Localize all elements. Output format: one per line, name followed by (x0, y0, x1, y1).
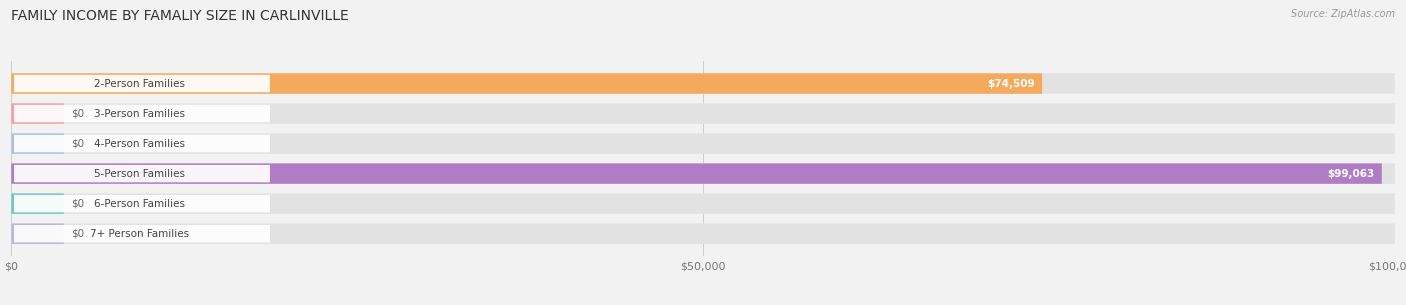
FancyBboxPatch shape (14, 225, 270, 242)
Text: $0: $0 (70, 229, 84, 239)
FancyBboxPatch shape (14, 105, 270, 122)
FancyBboxPatch shape (11, 224, 1395, 244)
FancyBboxPatch shape (11, 133, 1395, 154)
Text: $0: $0 (70, 138, 84, 149)
FancyBboxPatch shape (11, 103, 1395, 124)
FancyBboxPatch shape (14, 135, 270, 152)
Text: $74,509: $74,509 (987, 78, 1035, 88)
Text: Source: ZipAtlas.com: Source: ZipAtlas.com (1291, 9, 1395, 19)
FancyBboxPatch shape (11, 133, 63, 154)
Text: 6-Person Families: 6-Person Families (94, 199, 184, 209)
Text: 3-Person Families: 3-Person Families (94, 109, 184, 119)
Text: 5-Person Families: 5-Person Families (94, 169, 184, 179)
Text: 2-Person Families: 2-Person Families (94, 78, 184, 88)
FancyBboxPatch shape (11, 193, 1395, 214)
Text: 4-Person Families: 4-Person Families (94, 138, 184, 149)
Text: $0: $0 (70, 199, 84, 209)
FancyBboxPatch shape (14, 165, 270, 182)
FancyBboxPatch shape (11, 163, 1382, 184)
Text: $0: $0 (70, 109, 84, 119)
Text: $99,063: $99,063 (1327, 169, 1375, 179)
Text: 7+ Person Families: 7+ Person Families (90, 229, 188, 239)
FancyBboxPatch shape (11, 73, 1395, 94)
FancyBboxPatch shape (11, 193, 63, 214)
FancyBboxPatch shape (14, 75, 270, 92)
FancyBboxPatch shape (14, 195, 270, 212)
FancyBboxPatch shape (11, 73, 1042, 94)
FancyBboxPatch shape (11, 103, 63, 124)
Text: FAMILY INCOME BY FAMALIY SIZE IN CARLINVILLE: FAMILY INCOME BY FAMALIY SIZE IN CARLINV… (11, 9, 349, 23)
FancyBboxPatch shape (11, 163, 1395, 184)
FancyBboxPatch shape (11, 224, 63, 244)
